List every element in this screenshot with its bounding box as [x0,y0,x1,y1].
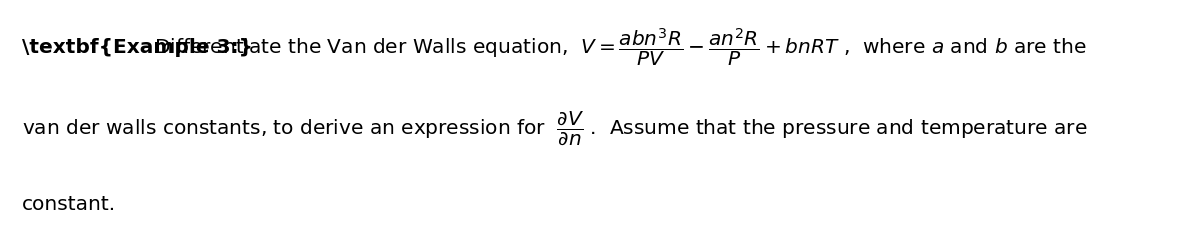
Text: van der walls constants, to derive an expression for  $\dfrac{\partial V}{\parti: van der walls constants, to derive an ex… [22,109,1087,147]
Text: constant.: constant. [22,194,115,213]
Text: \textbf{Example 3:}: \textbf{Example 3:} [22,38,252,57]
Text: Differentiate the Van der Walls equation,  $V = \dfrac{abn^3R}{PV} - \dfrac{an^2: Differentiate the Van der Walls equation… [154,27,1086,68]
